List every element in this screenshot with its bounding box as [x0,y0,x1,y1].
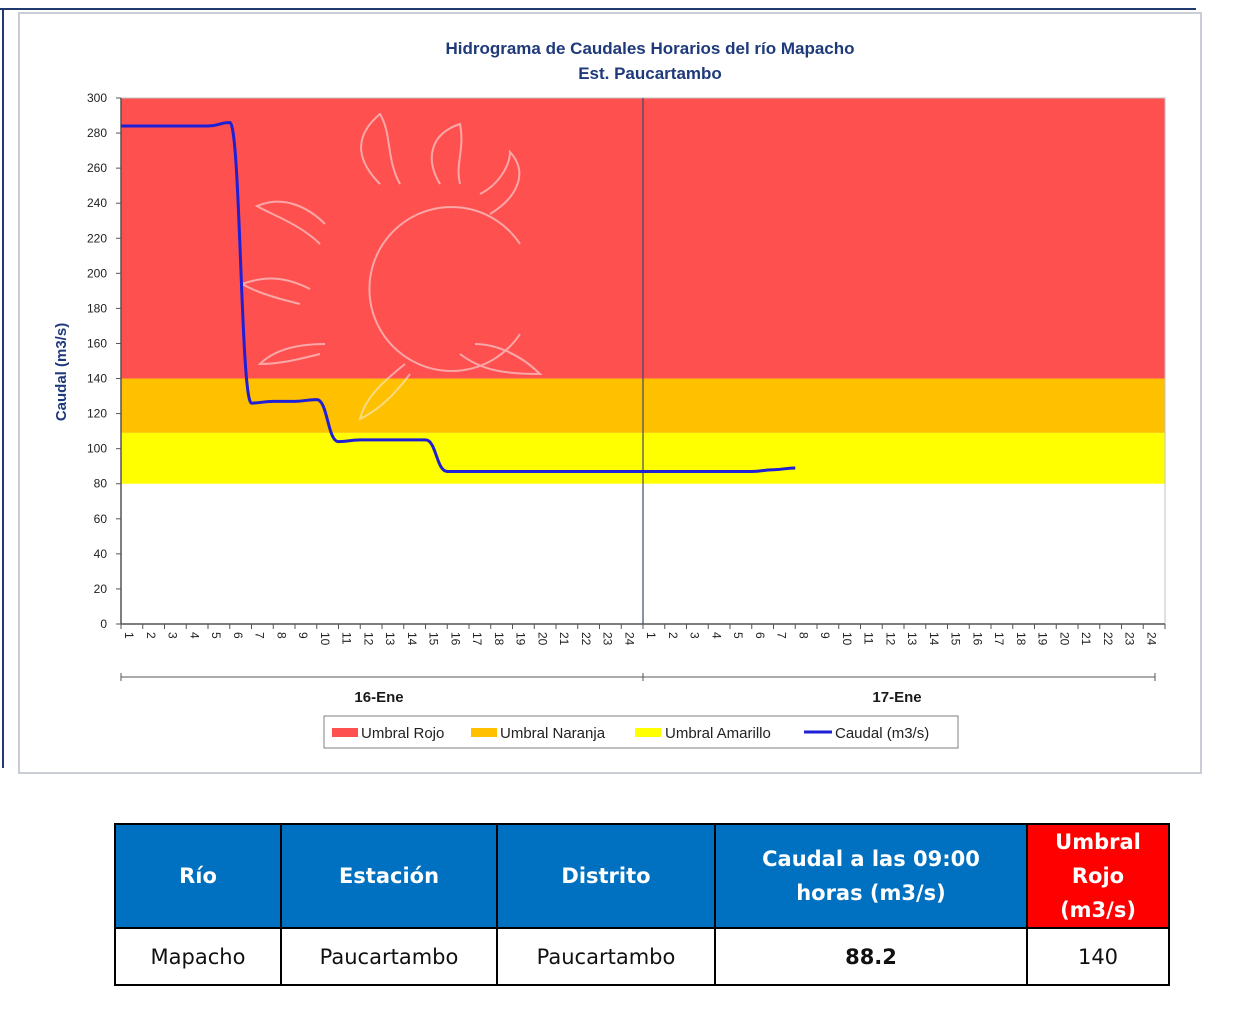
legend-label-umbral-naranja: Umbral Naranja [500,725,606,742]
x-tick-label: 16 [448,632,462,646]
x-tick-label: 24 [1144,632,1158,646]
x-tick-label: 22 [1101,632,1115,646]
y-tick-label: 140 [87,372,107,386]
x-tick-label: 1 [644,632,658,639]
legend-swatch-umbral-naranja [471,728,497,737]
y-tick-label: 300 [87,91,107,105]
legend-swatch-umbral-amarillo [635,728,661,737]
y-tick-label: 180 [87,301,107,315]
x-tick-label: 15 [427,632,441,646]
y-tick-label: 0 [100,617,107,631]
y-tick-label: 220 [87,231,107,245]
x-tick-label: 4 [709,632,723,639]
legend-label-caudal: Caudal (m3/s) [835,725,929,742]
x-tick-label: 10 [840,632,854,646]
x-tick-label: 13 [905,632,919,646]
cell-estacion: Paucartambo [280,927,498,986]
legend-label-umbral-rojo: Umbral Rojo [361,725,444,742]
y-tick-label: 200 [87,266,107,280]
x-tick-label: 21 [557,632,571,646]
x-tick-label: 20 [1057,632,1071,646]
x-tick-label: 7 [775,632,789,639]
x-tick-label: 12 [361,632,375,646]
x-tick-label: 18 [492,632,506,646]
hydrograph-chart: 0204060801001201401601802002202402602803… [53,39,1166,749]
header-estacion: Estación [280,823,498,929]
legend-swatch-umbral-rojo [332,728,358,737]
header-caudal-0900: Caudal a las 09:00 horas (m3/s) [714,823,1028,929]
cell-distrito: Paucartambo [496,927,716,986]
x-tick-label: 5 [209,632,223,639]
x-tick-label: 3 [688,632,702,639]
x-tick-label: 20 [535,632,549,646]
y-tick-label: 20 [94,582,108,596]
header-distrito: Distrito [496,823,716,929]
day-label-1: 16-Ene [354,689,403,706]
x-tick-label: 8 [796,632,810,639]
y-tick-label: 120 [87,407,107,421]
x-tick-label: 11 [862,632,876,645]
x-tick-label: 17 [992,632,1006,646]
x-tick-label: 8 [274,632,288,639]
x-tick-label: 4 [187,632,201,639]
summary-data-row: Mapacho Paucartambo Paucartambo 88.2 140 [114,927,1170,986]
y-tick-label: 100 [87,442,107,456]
x-tick-label: 22 [579,632,593,646]
x-tick-label: 18 [1014,632,1028,646]
x-tick-label: 12 [883,632,897,646]
top-border-line [0,8,1196,10]
header-umbral-rojo: Umbral Rojo (m3/s) [1026,823,1170,929]
summary-header-row: Río Estación Distrito Caudal a las 09:00… [114,823,1170,929]
x-tick-label: 10 [318,632,332,646]
x-tick-label: 1 [122,632,136,639]
x-tick-label: 23 [601,632,615,646]
y-tick-label: 60 [94,512,108,526]
cell-caudal-0900: 88.2 [714,927,1028,986]
x-tick-label: 9 [818,632,832,639]
x-tick-label: 14 [405,632,419,646]
x-tick-label: 21 [1079,632,1093,646]
day-label-2: 17-Ene [872,689,921,706]
x-tick-label: 2 [666,632,680,639]
header-rio: Río [114,823,282,929]
chart-title: Hidrograma de Caudales Horarios del río … [445,39,854,58]
x-tick-label: 15 [949,632,963,646]
y-tick-label: 260 [87,161,107,175]
series-line-caudal [121,121,796,473]
x-tick-label: 13 [383,632,397,646]
x-tick-label: 19 [1036,632,1050,646]
chart-subtitle: Est. Paucartambo [578,64,722,83]
x-tick-label: 17 [470,632,484,646]
y-tick-label: 40 [94,547,108,561]
x-tick-label: 7 [253,632,267,639]
left-border-line [2,8,4,768]
y-tick-label: 240 [87,196,107,210]
y-tick-label: 160 [87,336,107,350]
x-tick-label: 11 [340,632,354,645]
x-tick-label: 6 [753,632,767,639]
x-tick-label: 16 [970,632,984,646]
cell-rio: Mapacho [114,927,282,986]
cell-umbral-rojo: 140 [1026,927,1170,986]
y-tick-label: 80 [94,477,108,491]
y-tick-label: 280 [87,126,107,140]
chart-legend: Umbral Rojo Umbral Naranja Umbral Amaril… [323,715,959,749]
x-tick-label: 9 [296,632,310,639]
x-tick-label: 6 [231,632,245,639]
x-tick-label: 3 [166,632,180,639]
x-tick-label: 2 [144,632,158,639]
x-tick-label: 19 [514,632,528,646]
y-axis-title: Caudal (m3/s) [53,323,70,421]
x-tick-label: 23 [1123,632,1137,646]
x-tick-label: 5 [731,632,745,639]
legend-label-umbral-amarillo: Umbral Amarillo [665,725,771,742]
station-summary-table: Río Estación Distrito Caudal a las 09:00… [114,823,1170,986]
x-tick-label: 24 [622,632,636,646]
x-tick-label: 14 [927,632,941,646]
hydrograph-chart-frame: 0 20 40 60 80 100 120 140 160 180 200 220 240 260 280 3… [18,12,1202,774]
